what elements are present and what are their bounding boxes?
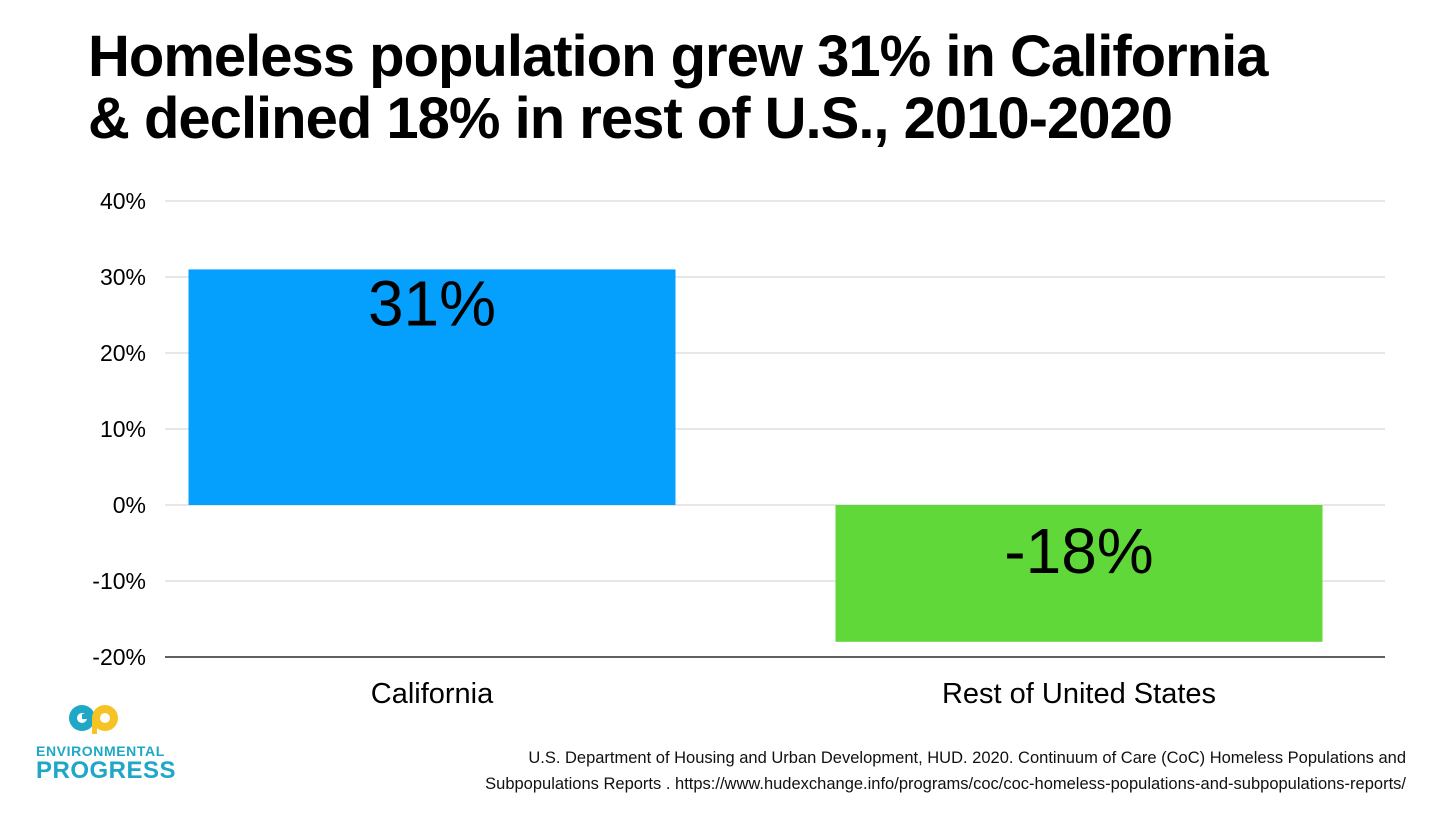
y-tick-label: 0% <box>113 492 146 518</box>
bar-data-label: -18% <box>1004 515 1153 587</box>
y-tick-label: -10% <box>92 568 146 594</box>
logo-text-environmental: ENVIRONMENTAL <box>36 743 165 759</box>
chart-title: Homeless population grew 31% in Californ… <box>88 26 1428 150</box>
y-tick-label: 10% <box>100 416 146 442</box>
logo-text-progress: PROGRESS <box>36 757 177 784</box>
bars <box>188 269 1323 642</box>
bar-data-labels: 31% -18% <box>368 267 1154 587</box>
y-tick-label: -20% <box>92 644 146 670</box>
chart-title-line-1: Homeless population grew 31% in Californ… <box>88 24 1268 89</box>
bar <box>188 269 676 505</box>
bar-data-label: 31% <box>368 267 496 339</box>
y-tick-label: 30% <box>100 264 146 290</box>
y-tick-label: 40% <box>100 188 146 214</box>
y-axis-tick-labels: 40% 30% 20% 10% 0% -10% -20% <box>92 188 146 670</box>
x-category-label: Rest of United States <box>942 678 1216 710</box>
x-category-label: California <box>371 678 494 710</box>
environmental-progress-logo-icon <box>69 705 118 734</box>
source-citation: U.S. Department of Housing and Urban Dev… <box>306 745 1406 797</box>
source-line-1: U.S. Department of Housing and Urban Dev… <box>528 749 1406 767</box>
chart-title-line-2: & declined 18% in rest of U.S., 2010-202… <box>88 86 1173 151</box>
y-tick-label: 20% <box>100 340 146 366</box>
x-axis-category-labels: California Rest of United States <box>371 678 1216 710</box>
bar <box>835 505 1323 642</box>
source-line-2: Subpopulations Reports . https://www.hud… <box>485 775 1406 793</box>
